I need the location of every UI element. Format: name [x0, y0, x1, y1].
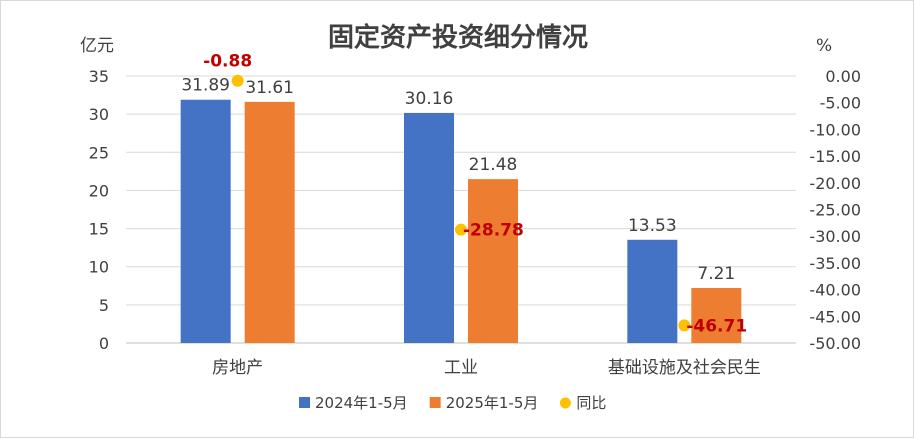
yoy-data-label: -46.71 — [686, 316, 747, 336]
legend-swatch — [429, 397, 441, 408]
category-label: 工业 — [444, 358, 478, 378]
right-tick-label: -15.00 — [809, 147, 861, 166]
bar — [244, 101, 295, 343]
right-tick-label: -40.00 — [809, 281, 861, 300]
left-tick-label: 0 — [99, 334, 109, 353]
yoy-points — [231, 74, 691, 332]
legend-label: 2024年1-5月 — [315, 394, 408, 412]
yoy-point — [455, 223, 467, 236]
bar-data-label: 31.61 — [245, 78, 294, 98]
right-tick-label: -5.00 — [820, 94, 861, 113]
left-axis-ticks: 0 5 10 15 20 25 30 35 — [89, 67, 109, 353]
bar — [180, 99, 231, 343]
bar — [404, 112, 454, 343]
yoy-point — [678, 319, 691, 332]
right-tick-label: -30.00 — [809, 227, 861, 246]
right-axis-ticks: 0.00 -5.00 -10.00 -15.00 -20.00 -25.00 -30.00 -… — [809, 67, 861, 353]
bar-data-label: 7.21 — [697, 264, 735, 284]
right-tick-label: -50.00 — [809, 334, 861, 353]
left-tick-label: 25 — [89, 143, 109, 162]
legend-label: 2025年1-5月 — [446, 394, 539, 412]
right-tick-label: -25.00 — [809, 201, 861, 220]
left-axis-unit: 亿元 — [80, 36, 114, 56]
left-tick-label: 35 — [89, 67, 109, 86]
right-tick-label: -20.00 — [809, 174, 861, 193]
gridlines — [126, 75, 796, 344]
bar-data-label: 21.48 — [469, 155, 518, 175]
legend: 2024年1-5月 2025年1-5月 同比 — [299, 394, 606, 412]
left-tick-label: 10 — [89, 258, 109, 277]
bar — [468, 179, 518, 343]
left-tick-label: 15 — [89, 220, 109, 239]
chart-title: 固定资产投资细分情况 — [328, 22, 588, 53]
bar — [691, 287, 742, 343]
right-tick-label: -45.00 — [809, 307, 861, 326]
right-tick-label: 0.00 — [825, 67, 861, 86]
bar-data-labels: 31.89 31.61 30.16 21.48 13.53 7.21 — [181, 76, 735, 284]
yoy-data-label: -0.88 — [203, 52, 252, 72]
left-tick-label: 20 — [89, 181, 109, 200]
legend-label: 同比 — [576, 394, 606, 412]
category-label: 基础设施及社会民生 — [608, 358, 761, 378]
bar-data-label: 13.53 — [628, 216, 677, 236]
right-tick-label: -10.00 — [809, 120, 861, 139]
yoy-point — [231, 74, 244, 87]
bar — [627, 239, 678, 343]
bar-data-label: 30.16 — [405, 89, 454, 109]
category-labels: 房地产 工业 基础设施及社会民生 — [212, 358, 761, 378]
bar-data-label: 31.89 — [181, 76, 230, 96]
category-label: 房地产 — [212, 358, 263, 378]
yoy-data-labels: -0.88 -28.78 -46.71 — [203, 52, 747, 337]
right-tick-label: -35.00 — [809, 254, 861, 273]
left-tick-label: 30 — [89, 105, 109, 124]
left-tick-label: 5 — [99, 296, 109, 315]
right-axis-unit: % — [816, 36, 832, 56]
legend-swatch — [559, 397, 571, 409]
bar-marks — [180, 99, 742, 343]
yoy-data-label: -28.78 — [463, 221, 524, 241]
legend-swatch — [299, 397, 310, 408]
